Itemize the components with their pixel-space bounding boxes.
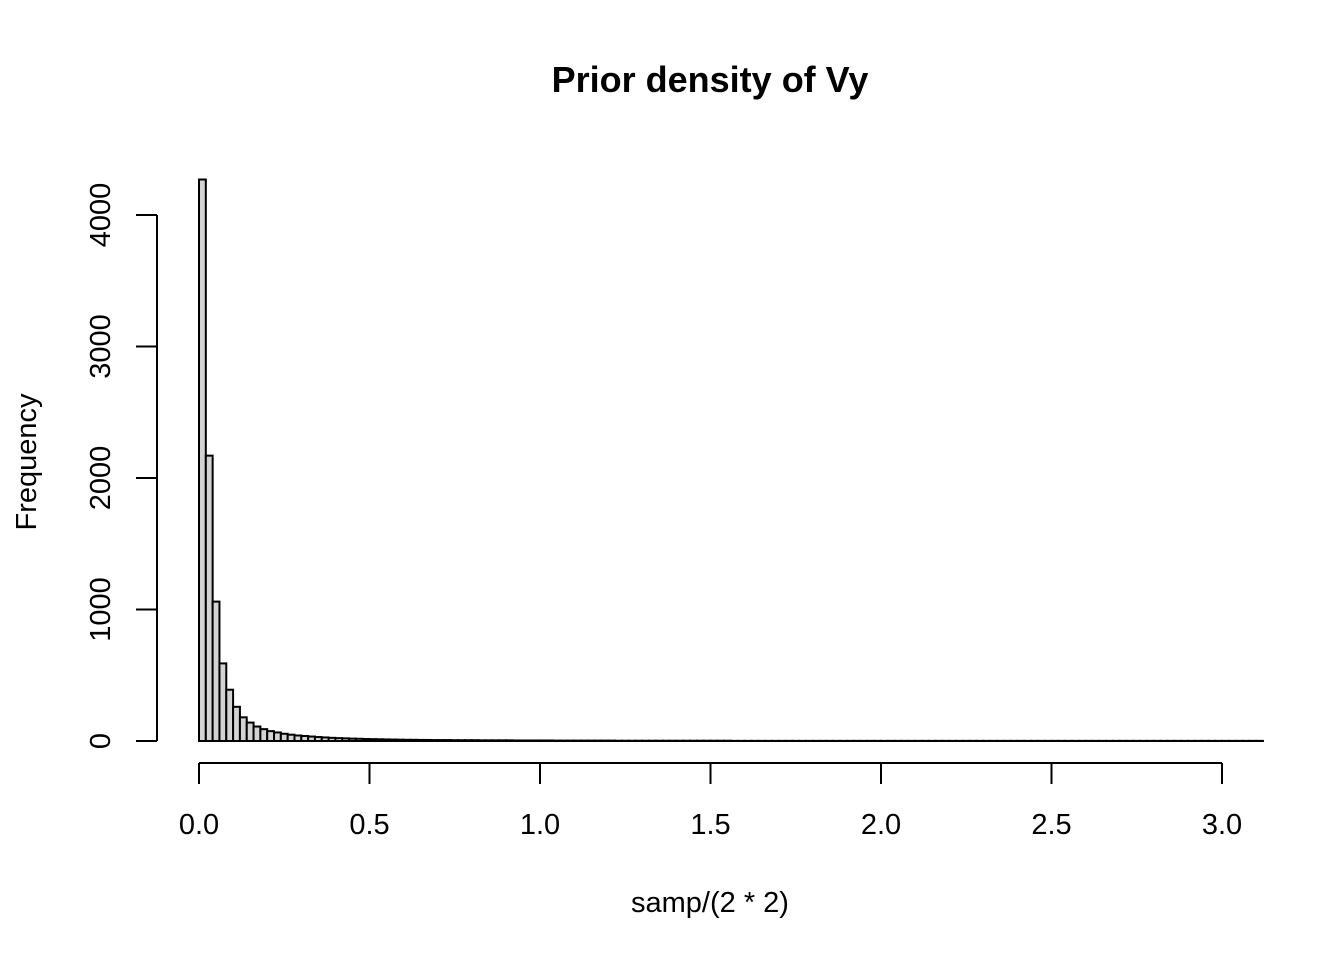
x-tick-label: 1.5 [690,809,730,841]
histogram-bar [218,662,228,742]
y-tick-label: 0 [85,733,117,749]
histogram-bar [436,739,446,743]
histogram-bar [327,736,337,743]
x-tick-label: 2.0 [861,809,901,841]
histogram-bar [204,454,214,742]
histogram-bar [361,738,371,743]
histogram-bar [238,716,248,743]
histogram-bar [491,739,501,743]
histogram-bar [293,734,303,742]
histogram-bar [511,739,521,742]
histogram-bar [539,739,548,742]
histogram-bar [443,739,453,743]
histogram-bar [252,725,262,743]
histogram-bar [416,738,426,743]
x-tick-label: 3.0 [1202,809,1242,841]
histogram-bar [313,736,323,742]
histogram-bar [211,600,221,742]
histogram-bar [354,737,364,743]
chart-title: Prior density of Vy [552,59,869,100]
y-tick-label: 1000 [85,577,117,642]
x-axis-label: samp/(2 * 2) [631,887,789,919]
histogram-bar [320,736,330,743]
histogram-bar [225,688,235,742]
histogram-bar [457,739,466,743]
histogram-bar [477,739,487,743]
histogram-bar [198,178,207,742]
histogram-bar [409,738,419,743]
histogram-bar [470,739,480,743]
histogram-bar [341,737,351,742]
y-tick-label: 4000 [85,183,117,248]
histogram-bar [348,737,357,743]
x-axis: 0.0 0.5 1.0 1.5 2.0 2.5 3.0 [179,762,1242,841]
y-tick-label: 2000 [85,446,117,511]
histogram-bar [504,739,514,743]
histogram-bar [402,738,412,743]
y-tick-label: 3000 [85,314,117,379]
histogram-bar [245,721,255,743]
x-tick-label: 2.5 [1031,809,1071,841]
histogram-bar [334,737,344,742]
histogram-bar [518,739,528,742]
x-tick-label: 1.0 [520,809,560,841]
histogram-bar [525,739,535,742]
histogram-bar [395,738,405,742]
histogram-bar [368,738,378,742]
histogram-bar [307,735,316,743]
histogram-bar [300,735,310,742]
histogram-bar [484,739,494,743]
histogram-bar [423,738,432,743]
histogram-bar [259,728,269,742]
histogram-bar [232,705,241,742]
y-axis: 0 1000 2000 3000 4000 [85,183,158,749]
bars-group [198,178,1264,743]
x-tick-label: 0.0 [179,809,219,841]
histogram-bar [463,739,473,743]
histogram-bar [545,739,555,742]
y-axis-label: Frequency [11,393,43,531]
histogram-bar [286,733,296,743]
histogram-bar [450,739,460,743]
histogram-bar [498,739,507,743]
x-tick-label: 0.5 [349,809,389,841]
histogram-bar [266,730,276,743]
histogram-bar [429,739,439,743]
histogram-bar [273,731,282,743]
histogram-bar [375,738,385,742]
histogram-bar [532,739,541,742]
histogram-bar [388,738,398,742]
histogram-bar [279,732,289,743]
histogram-bar [382,738,391,742]
